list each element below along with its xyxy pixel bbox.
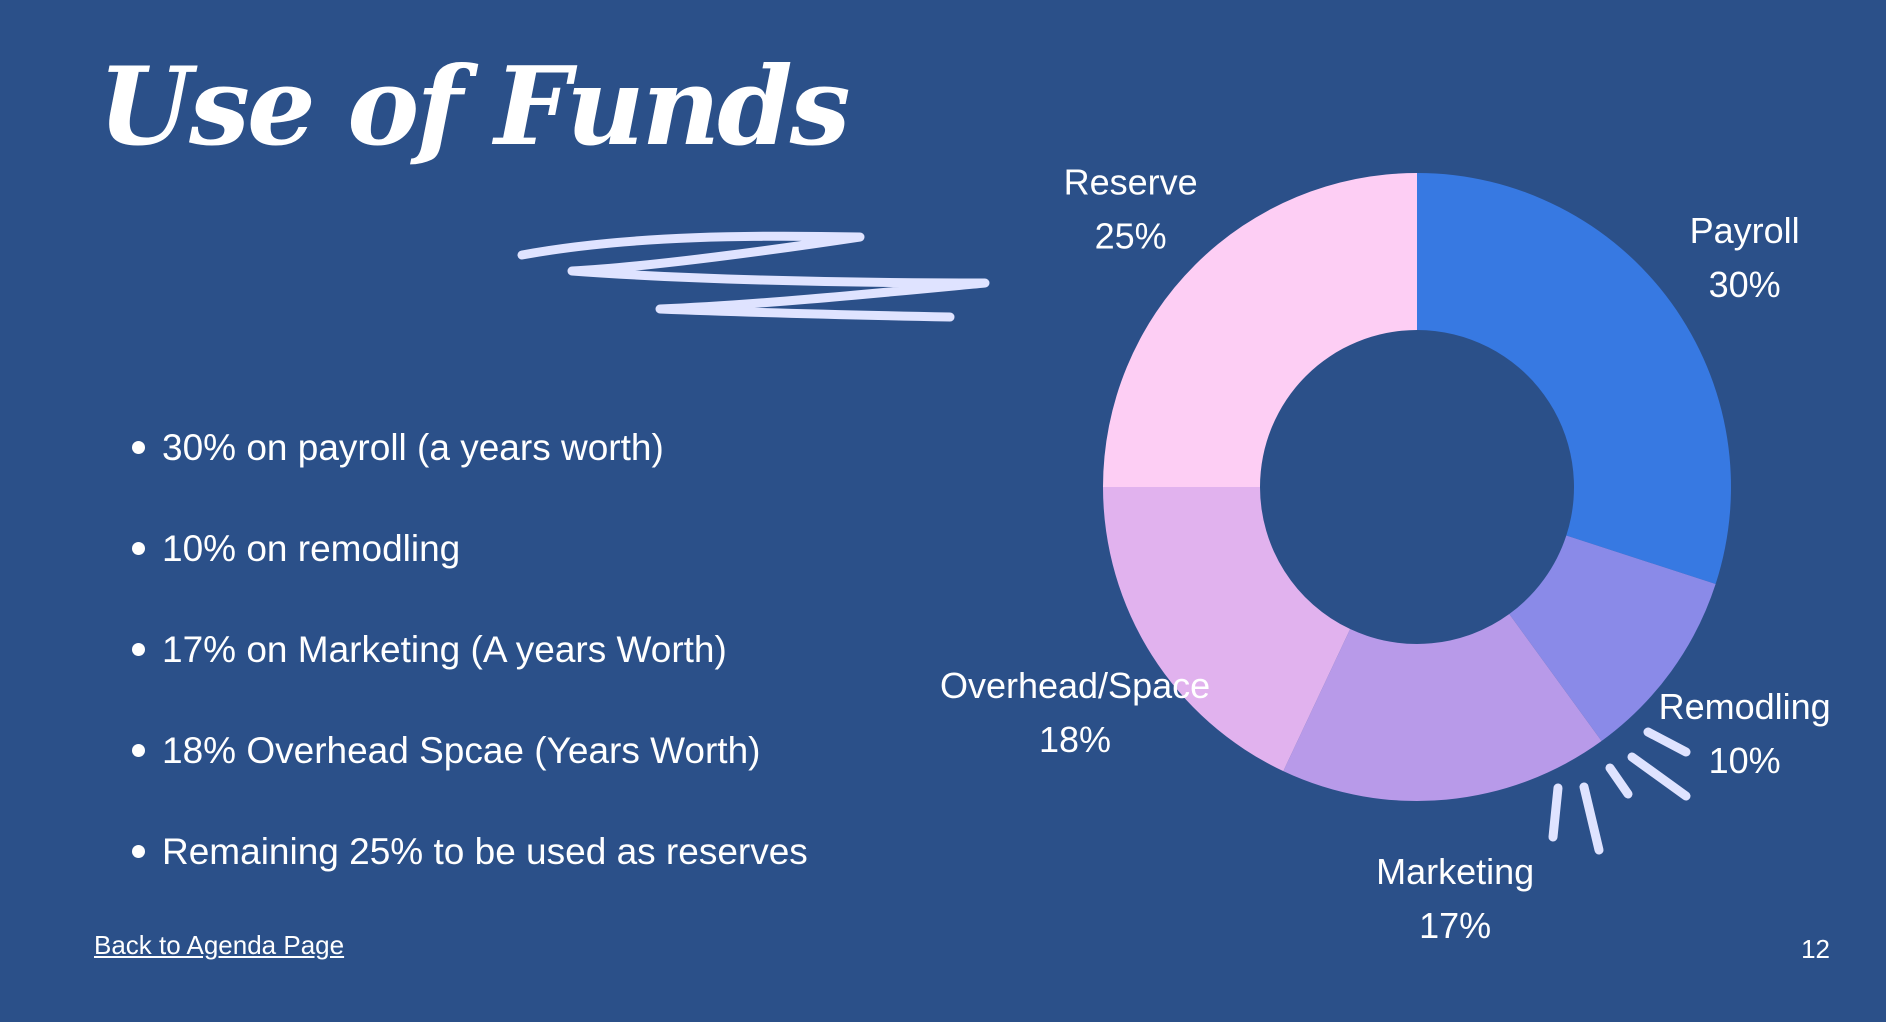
scribble-decoration [517,231,990,322]
bullet-item-reserves: Remaining 25% to be used as reserves [128,822,808,923]
accent-lines-decoration [1548,727,1691,855]
label-overhead-space: Overhead/Space 18% [940,665,1210,760]
slide-title: Use of Funds [98,44,851,170]
donut-slices [1103,173,1731,801]
bullet-item-marketing: 17% on Marketing (A years Worth) [128,620,808,721]
page-number: 12 [1801,934,1830,964]
label-reserve: Reserve 25% [1064,162,1198,257]
slice-reserve [1103,173,1417,487]
donut-labels: Payroll 30% Remodling 10% Marketing 17% Overhe… [940,162,1831,947]
bullet-item-remodling: 10% on remodling [128,519,808,620]
bullet-list: 30% on payroll (a years worth) 10% on re… [128,418,808,923]
slice-payroll [1417,173,1731,585]
slice-remodling [1509,535,1716,742]
slice-marketing [1283,614,1602,801]
label-payroll: Payroll 30% [1690,210,1800,305]
label-marketing: Marketing 17% [1376,851,1534,946]
bullet-item-overhead: 18% Overhead Spcae (Years Worth) [128,721,808,822]
label-remodling: Remodling 10% [1659,686,1831,781]
bullet-item-payroll: 30% on payroll (a years worth) [128,418,808,519]
back-to-agenda-link[interactable]: Back to Agenda Page [94,930,345,960]
slice-overhead-space [1103,487,1351,772]
